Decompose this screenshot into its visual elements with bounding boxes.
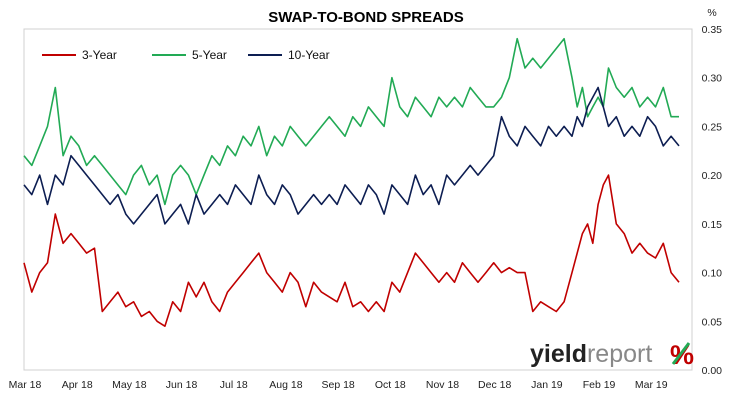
y-axis-unit-label: %: [707, 7, 716, 19]
chart-legend: 3-Year 5-Year 10-Year: [42, 48, 330, 62]
brand-percent-icon: %: [670, 340, 694, 370]
x-tick-label: Sep 18: [321, 379, 354, 391]
x-tick-label: Oct 18: [375, 379, 406, 391]
y-tick-label: 0.15: [702, 219, 723, 231]
y-tick-label: 0.00: [702, 365, 723, 377]
chart-title: SWAP-TO-BOND SPREADS: [268, 9, 464, 26]
x-tick-label: Nov 18: [426, 379, 459, 391]
x-tick-label: Jun 18: [166, 379, 198, 391]
x-tick-label: Apr 18: [62, 379, 93, 391]
x-tick-label: Jan 19: [531, 379, 563, 391]
y-tick-label: 0.05: [702, 316, 723, 328]
plot-border: [23, 28, 693, 371]
x-tick-label: Aug 18: [269, 379, 302, 391]
x-tick-label: Jul 18: [220, 379, 248, 391]
x-tick-label: May 18: [112, 379, 147, 391]
legend-label-5-year: 5-Year: [192, 48, 227, 62]
y-tick-label: 0.25: [702, 121, 723, 133]
brand-percent-glyph: %: [670, 340, 694, 370]
legend-label-3-year: 3-Year: [82, 48, 117, 62]
x-tick-label: Mar 18: [9, 379, 42, 391]
series-line-10-year: [23, 86, 680, 225]
brand-word-yield: yield: [530, 340, 587, 368]
y-tick-label: 0.10: [702, 268, 723, 280]
series-line-3-year: [23, 174, 680, 328]
x-tick-label: Mar 19: [635, 379, 668, 391]
y-tick-label: 0.35: [702, 24, 723, 36]
plot-area: 0.00 0.05 0.10 0.15 0.20 0.25 0.30 0.35 Mar 18 Ap…: [9, 24, 723, 391]
x-tick-label: Dec 18: [478, 379, 511, 391]
legend-label-10-year: 10-Year: [288, 48, 330, 62]
yieldreport-logo: yieldreport%: [530, 340, 694, 370]
brand-wordmark: yieldreport: [530, 340, 652, 368]
y-tick-label: 0.20: [702, 170, 723, 182]
series-line-5-year: [23, 37, 679, 206]
brand-percent-slash: [671, 342, 691, 365]
y-tick-label: 0.30: [702, 73, 723, 85]
x-tick-label: Feb 19: [583, 379, 616, 391]
brand-word-report: report: [587, 340, 652, 368]
